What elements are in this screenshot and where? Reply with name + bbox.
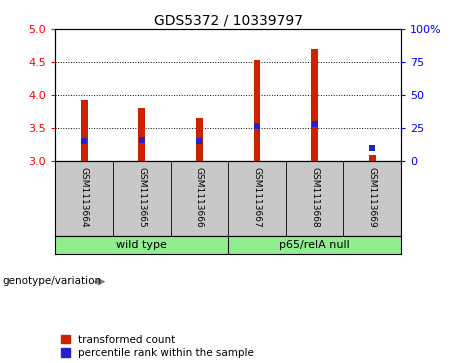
Text: GSM1113664: GSM1113664 <box>80 167 89 228</box>
Bar <box>138 108 145 161</box>
Text: p65/relA null: p65/relA null <box>279 240 350 250</box>
Bar <box>369 155 376 161</box>
Text: GSM1113667: GSM1113667 <box>253 167 261 228</box>
Bar <box>196 118 203 161</box>
Text: GSM1113665: GSM1113665 <box>137 167 146 228</box>
Bar <box>254 60 260 161</box>
Bar <box>81 100 88 161</box>
Legend: transformed count, percentile rank within the sample: transformed count, percentile rank withi… <box>60 335 254 358</box>
Text: GSM1113668: GSM1113668 <box>310 167 319 228</box>
Text: wild type: wild type <box>116 240 167 250</box>
Text: GSM1113669: GSM1113669 <box>368 167 377 228</box>
Text: GSM1113666: GSM1113666 <box>195 167 204 228</box>
Title: GDS5372 / 10339797: GDS5372 / 10339797 <box>154 14 303 28</box>
Bar <box>311 49 318 161</box>
Text: genotype/variation: genotype/variation <box>2 276 101 286</box>
